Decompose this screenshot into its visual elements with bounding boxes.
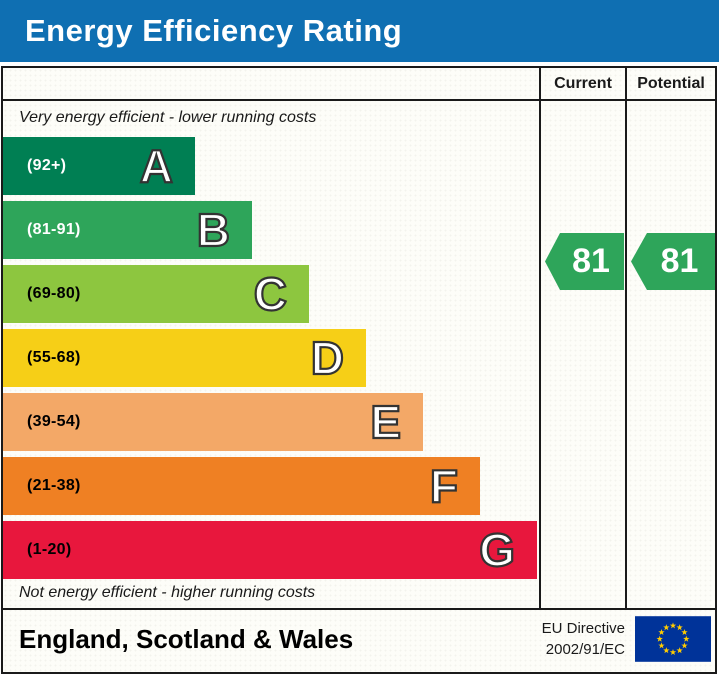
potential-column-header: Potential <box>625 68 715 99</box>
band-letter: F <box>429 460 459 512</box>
page-title: Energy Efficiency Rating <box>25 13 403 48</box>
table-footer: England, Scotland & Wales EU Directive 2… <box>3 610 715 668</box>
band-range-label: (39-54) <box>27 413 81 430</box>
chart-body: Very energy efficient - lower running co… <box>3 101 715 610</box>
band-letter: A <box>139 140 174 192</box>
title-bar: Energy Efficiency Rating <box>0 0 719 62</box>
potential-rating-value: 81 <box>660 242 699 280</box>
current-column-divider <box>539 101 541 608</box>
band-letter: G <box>478 524 516 576</box>
eu-directive-line1: EU Directive <box>541 620 625 637</box>
band-row-c: (69-80) C <box>3 265 309 323</box>
band-row-e: (39-54) E <box>3 393 423 451</box>
rating-table: Current Potential Very energy efficient … <box>1 66 717 674</box>
eu-directive-line2: 2002/91/EC <box>545 641 625 658</box>
band-letter: C <box>253 268 288 320</box>
current-column-header: Current <box>539 68 625 99</box>
region-label: England, Scotland & Wales <box>19 623 354 654</box>
band-range-label: (21-38) <box>27 477 81 494</box>
band-row-b: (81-91) B <box>3 201 252 259</box>
band-range-label: (81-91) <box>27 221 81 238</box>
band-letter: B <box>196 204 231 256</box>
potential-rating-arrow: 81 <box>631 233 715 290</box>
top-note: Very energy efficient - lower running co… <box>19 109 317 126</box>
current-rating-value: 81 <box>572 242 610 280</box>
band-range-label: (1-20) <box>27 541 72 558</box>
band-letter: E <box>369 396 402 448</box>
band-row-d: (55-68) D <box>3 329 366 387</box>
band-range-label: (92+) <box>27 157 67 174</box>
band-range-label: (69-80) <box>27 285 81 302</box>
eu-directive-label: EU Directive 2002/91/EC <box>542 618 625 660</box>
band-row-g: (1-20) G <box>3 521 537 579</box>
table-header: Current Potential <box>3 68 715 101</box>
band-row-f: (21-38) F <box>3 457 480 515</box>
band-range-label: (55-68) <box>27 349 81 366</box>
current-rating-arrow: 81 <box>545 233 624 290</box>
band-row-a: (92+) A <box>3 137 195 195</box>
eu-flag-icon <box>635 616 711 662</box>
band-letter: D <box>310 332 345 384</box>
bottom-note: Not energy efficient - higher running co… <box>19 584 316 601</box>
potential-column-divider <box>625 101 627 608</box>
